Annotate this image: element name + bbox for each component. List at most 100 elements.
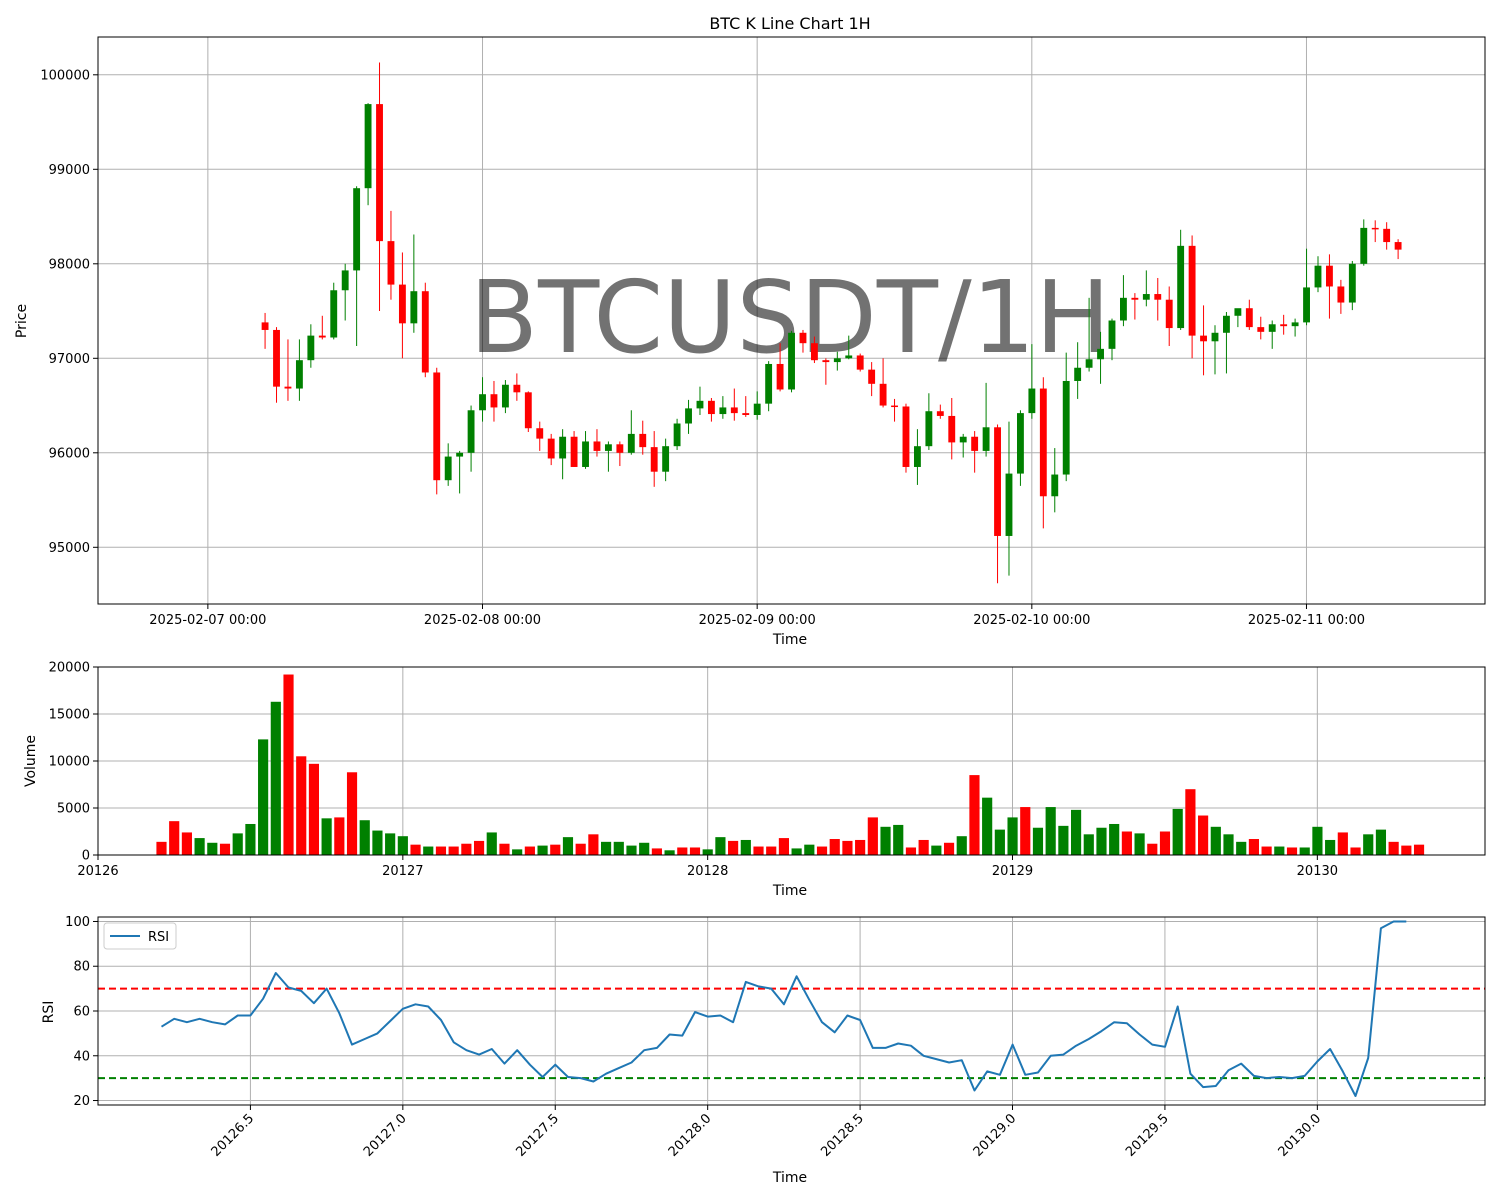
- candle-body: [604, 444, 612, 451]
- candle-body: [994, 427, 1001, 536]
- candle-body: [1337, 286, 1345, 303]
- volume-bar: [372, 830, 383, 855]
- candle-body: [742, 413, 750, 415]
- price-x-tick-label: 2025-02-11 00:00: [1248, 613, 1365, 628]
- volume-bar: [816, 846, 828, 855]
- volume-bar: [1198, 815, 1209, 855]
- volume-bar: [575, 843, 586, 855]
- volume-bar: [321, 818, 332, 855]
- volume-bar: [664, 850, 675, 855]
- candle-body: [1028, 388, 1036, 414]
- volume-bar: [448, 846, 459, 855]
- legend-label-rsi: RSI: [148, 930, 169, 945]
- candle-body: [685, 408, 692, 424]
- volume-bar: [1096, 827, 1107, 855]
- volume-bar: [169, 821, 180, 855]
- candle-body: [1394, 242, 1402, 250]
- rsi-line: [160, 920, 1407, 1097]
- price-y-tick-label: 97000: [49, 352, 90, 367]
- volume-bar: [1109, 823, 1120, 855]
- volume-bar: [994, 829, 1005, 855]
- volume-bar: [512, 849, 523, 855]
- volume-bar: [1312, 826, 1323, 855]
- volume-bar: [524, 846, 535, 855]
- candle-body: [444, 456, 452, 481]
- volume-x-tick-label: 20128: [687, 864, 728, 879]
- volume-bar: [931, 845, 942, 855]
- candle-body: [307, 335, 315, 361]
- volume-bar: [1159, 831, 1171, 855]
- candle-body: [1154, 294, 1162, 300]
- candle-body: [936, 411, 944, 416]
- volume-bar: [651, 848, 662, 855]
- candle-body: [1360, 227, 1368, 264]
- volume-bar: [245, 823, 256, 855]
- volume-bar: [880, 826, 891, 855]
- candle-body: [856, 355, 864, 370]
- volume-bar: [1185, 789, 1196, 855]
- candle-body: [456, 452, 464, 457]
- volume-x-tick-label: 20129: [992, 864, 1033, 879]
- candle-body: [421, 291, 429, 373]
- volume-bar: [740, 839, 751, 855]
- volume-bar: [766, 846, 777, 855]
- candle-body: [479, 394, 486, 411]
- volume-bar: [207, 842, 218, 855]
- volume-bar: [601, 841, 612, 855]
- volume-bar: [1261, 846, 1272, 855]
- candle-body: [971, 436, 979, 451]
- volume-bar: [270, 701, 281, 855]
- volume-bar: [181, 832, 192, 855]
- candle-body: [627, 433, 635, 453]
- candle-body: [330, 290, 338, 338]
- candle-body: [1303, 287, 1310, 323]
- candle-body: [1131, 297, 1139, 300]
- candle-body: [570, 436, 578, 467]
- volume-bar: [905, 847, 917, 855]
- volume-bar: [334, 817, 345, 855]
- candle-body: [467, 410, 475, 453]
- candle-body: [730, 407, 738, 414]
- candle-body: [398, 284, 406, 324]
- volume-bar: [969, 775, 980, 855]
- candle-body: [662, 446, 670, 472]
- rsi-grid: [98, 917, 1485, 1105]
- volume-bar: [829, 839, 840, 855]
- volume-bar: [156, 841, 167, 855]
- candle-body: [1280, 324, 1288, 327]
- price-x-tick-label: 2025-02-10 00:00: [973, 613, 1090, 628]
- rsi-legend: RSI: [103, 922, 177, 950]
- volume-bar: [1083, 834, 1094, 855]
- price-axes-frame: [97, 36, 1486, 605]
- candle-body: [501, 384, 509, 408]
- candle-body: [799, 332, 807, 344]
- candle-body: [833, 358, 841, 363]
- volume-bar: [842, 840, 853, 855]
- price-panel: BTCUSDT/1H 2025-02-07 00:00 2025-02-08 00…: [14, 14, 1486, 648]
- candle-body: [959, 436, 967, 443]
- volume-bar: [1248, 839, 1259, 855]
- volume-bar: [1045, 807, 1056, 855]
- volume-bar: [1325, 839, 1336, 855]
- rsi-x-axis-label: Time: [772, 1170, 807, 1186]
- candle-body: [696, 400, 704, 409]
- candle-body: [490, 394, 498, 408]
- volume-y-tick-label: 10000: [49, 755, 90, 770]
- price-x-tick-label: 2025-02-07 00:00: [149, 613, 266, 628]
- candle-body: [822, 360, 830, 363]
- candle-body: [1165, 299, 1173, 329]
- volume-bar: [385, 833, 396, 855]
- volume-bar: [715, 837, 726, 855]
- volume-y-axis-label: Volume: [23, 735, 39, 787]
- volume-bar: [1147, 843, 1158, 855]
- volume-bar: [982, 797, 993, 855]
- candle-body: [513, 384, 521, 393]
- candle-body: [1314, 265, 1322, 288]
- volume-bar: [550, 844, 561, 855]
- volume-bar: [1032, 827, 1044, 855]
- candle-body: [1371, 227, 1379, 230]
- candle-body: [1097, 348, 1104, 360]
- candle-body: [765, 363, 773, 404]
- volume-bar: [1121, 831, 1132, 855]
